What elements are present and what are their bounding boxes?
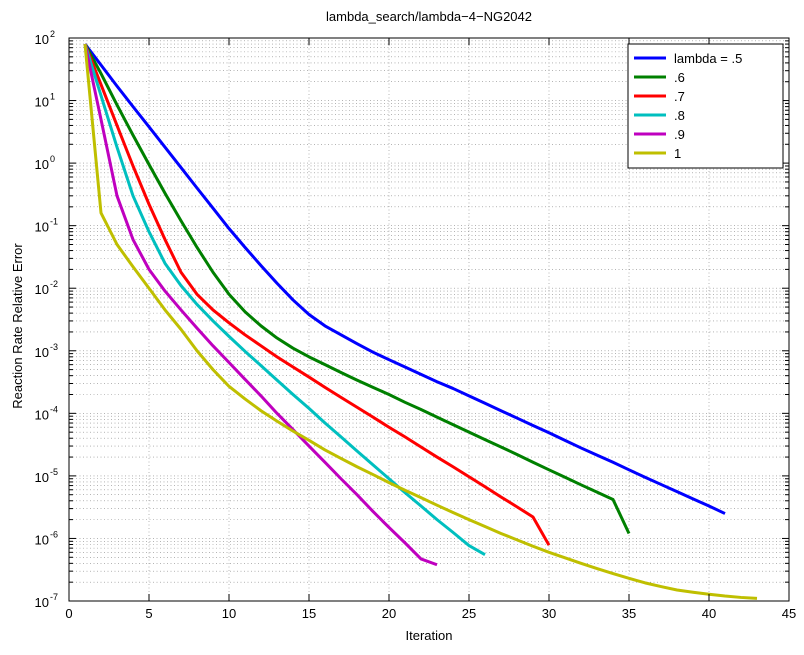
legend-label-2: .6	[674, 70, 685, 85]
y-tick-label-base: 10	[35, 470, 49, 485]
y-tick-label-base: 10	[35, 32, 49, 47]
y-tick-label: 10 1	[35, 92, 55, 110]
y-tick-label-exponent: -3	[50, 342, 58, 352]
x-tick-label: 30	[542, 606, 556, 621]
chart-title: lambda_search/lambda−4−NG2042	[326, 9, 532, 24]
legend-label-6: 1	[674, 146, 681, 161]
y-tick-label: 10 -1	[35, 217, 58, 235]
y-tick-label-exponent: -4	[50, 404, 58, 414]
x-tick-label: 20	[382, 606, 396, 621]
y-tick-label-base: 10	[35, 220, 49, 235]
x-tick-label: 25	[462, 606, 476, 621]
x-tick-label: 45	[782, 606, 796, 621]
axis-ticks: 0 5 10 15 20 25 30 35 40 4510-710-610-510-410-310…	[35, 29, 797, 621]
x-tick-label: 10	[222, 606, 236, 621]
y-tick-label: 10 -6	[35, 529, 58, 547]
y-axis-label: Reaction Rate Relative Error	[10, 243, 25, 409]
y-tick-label-base: 10	[35, 407, 49, 422]
legend-label-5: .9	[674, 127, 685, 142]
y-tick-label-exponent: -6	[50, 529, 58, 539]
y-tick-label-base: 10	[35, 532, 49, 547]
legend: lambda = .5 .6 .7 .8 .9 1	[627, 43, 784, 169]
y-tick-label-base: 10	[35, 282, 49, 297]
series-layer	[83, 43, 758, 600]
legend-label-4: .8	[674, 108, 685, 123]
x-tick-label: 35	[622, 606, 636, 621]
y-tick-label-base: 10	[35, 595, 49, 610]
y-tick-label-exponent: 0	[50, 154, 55, 164]
y-tick-label-exponent: -2	[50, 279, 58, 289]
y-tick-label-exponent: -1	[50, 217, 58, 227]
y-tick-label-base: 10	[35, 157, 49, 172]
y-tick-label: 10 -5	[35, 467, 58, 485]
x-axis-label: Iteration	[406, 628, 453, 643]
series-line-2	[83, 43, 631, 535]
y-tick-label-exponent: 1	[50, 92, 55, 102]
y-tick-label-exponent: -7	[50, 592, 58, 602]
y-tick-label-base: 10	[35, 95, 49, 110]
x-tick-label: 5	[145, 606, 152, 621]
x-tick-label: 0	[65, 606, 72, 621]
y-tick-label: 10 -4	[35, 404, 58, 422]
series-line-5	[83, 43, 438, 567]
series-line-4	[83, 43, 486, 556]
x-tick-label: 40	[702, 606, 716, 621]
legend-label-1: lambda = .5	[674, 51, 742, 66]
y-tick-label-base: 10	[35, 345, 49, 360]
series-line-6	[83, 43, 758, 600]
y-tick-label: 10 -3	[35, 342, 58, 360]
y-tick-label-exponent: 2	[50, 29, 55, 39]
y-tick-label-exponent: -5	[50, 467, 58, 477]
legend-label-3: .7	[674, 89, 685, 104]
plot-frame	[68, 37, 790, 602]
x-tick-label: 15	[302, 606, 316, 621]
series-line-1	[83, 43, 726, 515]
series-line-3	[83, 43, 551, 546]
legend-box	[627, 43, 784, 169]
y-tick-label: 10 -7	[35, 592, 58, 610]
y-tick-label: 10 2	[35, 29, 55, 47]
y-tick-label: 10 0	[35, 154, 55, 172]
y-tick-label: 10 -2	[35, 279, 58, 297]
